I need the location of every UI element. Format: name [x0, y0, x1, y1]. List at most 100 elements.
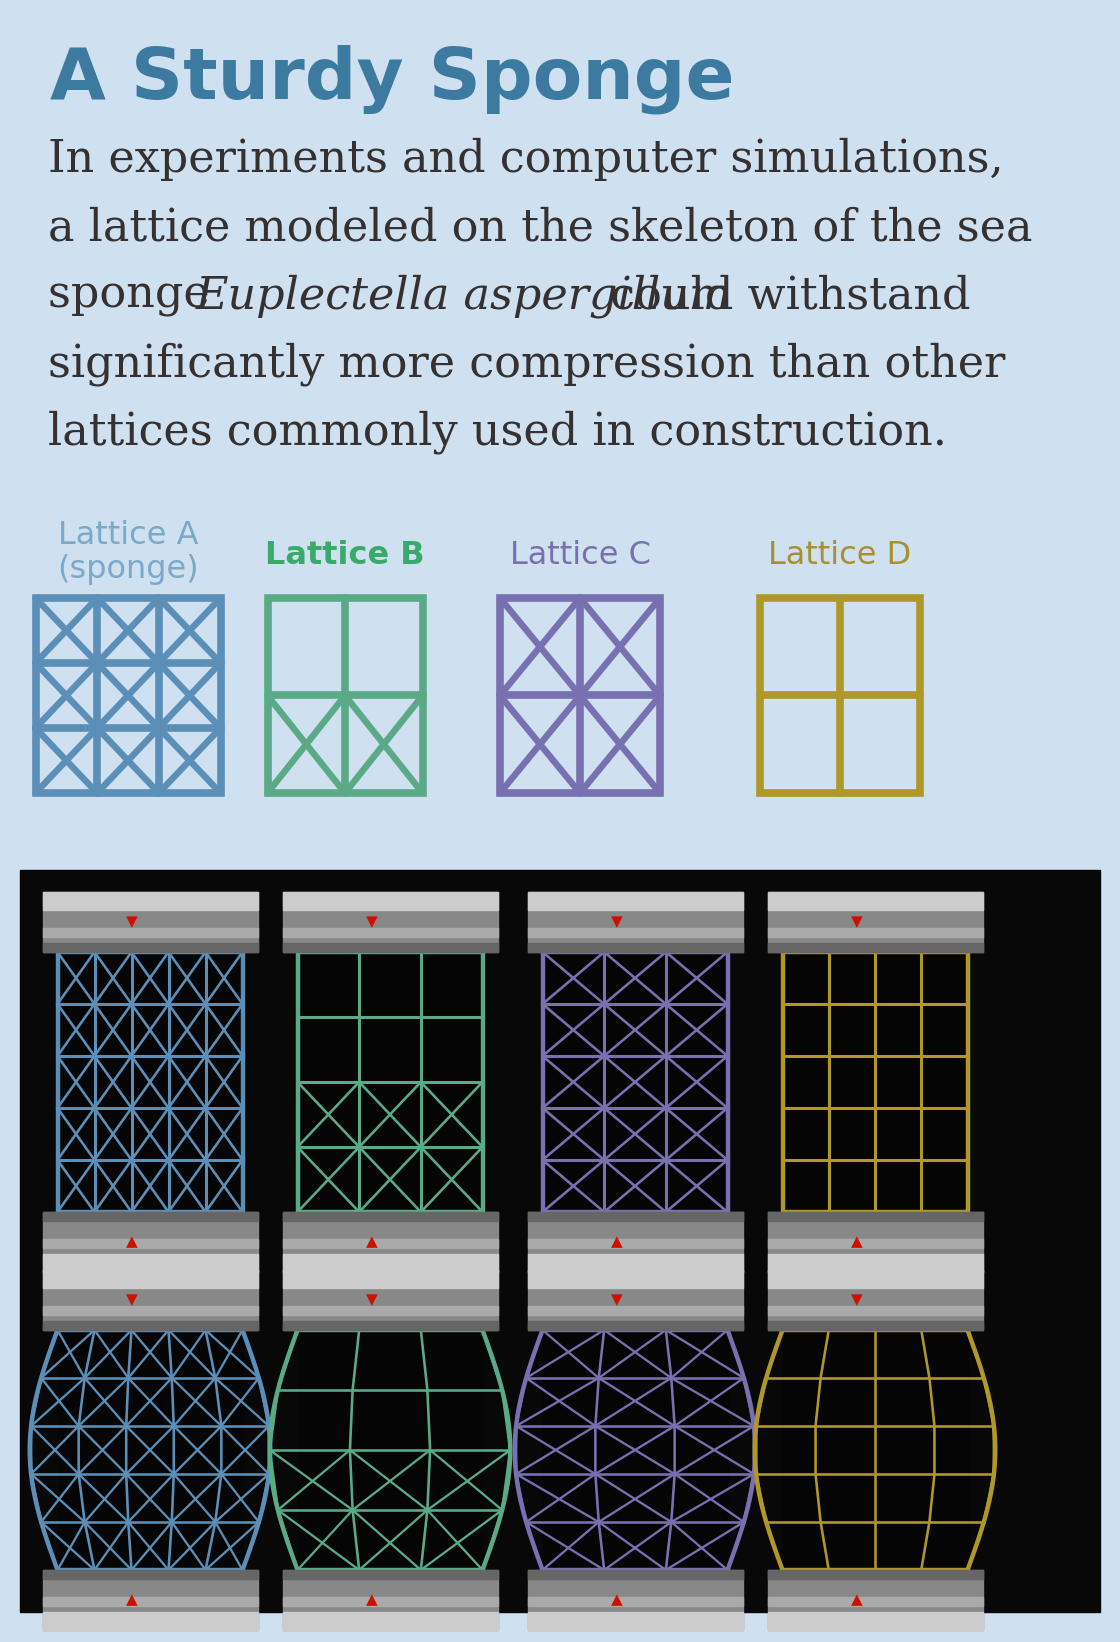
Bar	[767, 1570, 982, 1580]
Bar	[767, 892, 982, 952]
Bar	[43, 928, 258, 938]
Bar	[528, 1254, 743, 1273]
Bar	[500, 598, 660, 793]
Bar	[282, 892, 497, 952]
Text: ▲: ▲	[366, 1593, 377, 1608]
Bar	[528, 1598, 743, 1606]
Bar	[767, 1269, 982, 1330]
Bar	[43, 1240, 258, 1248]
Bar	[282, 1570, 497, 1580]
Bar	[767, 1269, 982, 1287]
Bar	[43, 892, 258, 952]
Bar	[783, 1330, 968, 1570]
Text: significantly more compression than other: significantly more compression than othe…	[48, 342, 1006, 386]
Bar	[528, 1322, 743, 1330]
Text: Lattice C: Lattice C	[510, 540, 651, 571]
Bar	[282, 1254, 497, 1273]
Bar	[767, 892, 982, 910]
Bar	[767, 1305, 982, 1315]
Text: ▲: ▲	[127, 1593, 138, 1608]
Bar	[528, 1212, 743, 1273]
Bar	[43, 1570, 258, 1631]
Bar	[43, 1598, 258, 1606]
Text: ▼: ▼	[127, 915, 138, 929]
Bar	[767, 1240, 982, 1248]
Bar	[528, 892, 743, 910]
Text: a lattice modeled on the skeleton of the sea: a lattice modeled on the skeleton of the…	[48, 205, 1033, 250]
Bar	[43, 1269, 258, 1287]
Bar	[783, 952, 968, 1212]
Text: A Sturdy Sponge: A Sturdy Sponge	[50, 44, 735, 115]
Bar	[282, 892, 497, 910]
Bar	[767, 928, 982, 938]
Bar	[282, 1212, 497, 1222]
Bar	[528, 1305, 743, 1315]
Bar	[268, 598, 422, 793]
Bar	[528, 892, 743, 952]
Bar	[43, 1612, 258, 1631]
Bar	[282, 1269, 497, 1287]
Bar	[528, 1269, 743, 1287]
Bar	[43, 1570, 258, 1580]
Bar	[528, 1612, 743, 1631]
Bar	[767, 1254, 982, 1273]
Bar	[542, 1330, 728, 1570]
Bar	[282, 1269, 497, 1330]
Bar	[43, 943, 258, 952]
Bar	[282, 943, 497, 952]
Bar	[282, 928, 497, 938]
Text: sponge: sponge	[48, 274, 224, 317]
Bar	[767, 943, 982, 952]
Text: ▲: ▲	[612, 1593, 623, 1608]
Bar	[767, 1598, 982, 1606]
Bar	[43, 892, 258, 910]
Bar	[43, 1269, 258, 1330]
Bar	[528, 1269, 743, 1330]
Bar	[282, 1212, 497, 1273]
Text: ▲: ▲	[612, 1235, 623, 1250]
Text: ▲: ▲	[851, 1593, 862, 1608]
Text: could withstand: could withstand	[596, 274, 971, 317]
Text: ▼: ▼	[612, 1292, 623, 1307]
Bar	[43, 1212, 258, 1273]
Bar	[767, 1612, 982, 1631]
Text: lattices commonly used in construction.: lattices commonly used in construction.	[48, 410, 946, 453]
Bar	[760, 598, 920, 793]
Bar	[528, 928, 743, 938]
Bar	[282, 1598, 497, 1606]
Text: ▲: ▲	[366, 1235, 377, 1250]
Text: ▼: ▼	[851, 1292, 862, 1307]
Bar	[767, 1212, 982, 1222]
Bar	[767, 1212, 982, 1273]
Bar	[542, 952, 728, 1212]
Bar	[528, 943, 743, 952]
Text: ▼: ▼	[127, 1292, 138, 1307]
Bar	[767, 1322, 982, 1330]
Bar	[282, 1612, 497, 1631]
Bar	[528, 1570, 743, 1580]
Bar	[767, 1570, 982, 1631]
Text: ▼: ▼	[366, 1292, 377, 1307]
Text: In experiments and computer simulations,: In experiments and computer simulations,	[48, 138, 1004, 181]
Bar	[528, 1240, 743, 1248]
Text: Lattice D: Lattice D	[768, 540, 912, 571]
Bar	[43, 1322, 258, 1330]
Bar	[282, 1322, 497, 1330]
Bar	[36, 598, 221, 793]
Text: ▼: ▼	[851, 915, 862, 929]
Text: Lattice A: Lattice A	[58, 521, 198, 552]
Bar	[20, 870, 1100, 1612]
Bar	[298, 952, 483, 1212]
Bar	[298, 952, 483, 1212]
Bar	[298, 1330, 483, 1570]
Text: (sponge): (sponge)	[57, 553, 199, 585]
Bar	[542, 952, 728, 1212]
Text: ▼: ▼	[366, 915, 377, 929]
Text: ▼: ▼	[612, 915, 623, 929]
Text: ▲: ▲	[851, 1235, 862, 1250]
Bar	[528, 1570, 743, 1631]
Bar	[282, 1240, 497, 1248]
Bar	[528, 1212, 743, 1222]
Bar	[783, 952, 968, 1212]
Bar	[43, 1305, 258, 1315]
